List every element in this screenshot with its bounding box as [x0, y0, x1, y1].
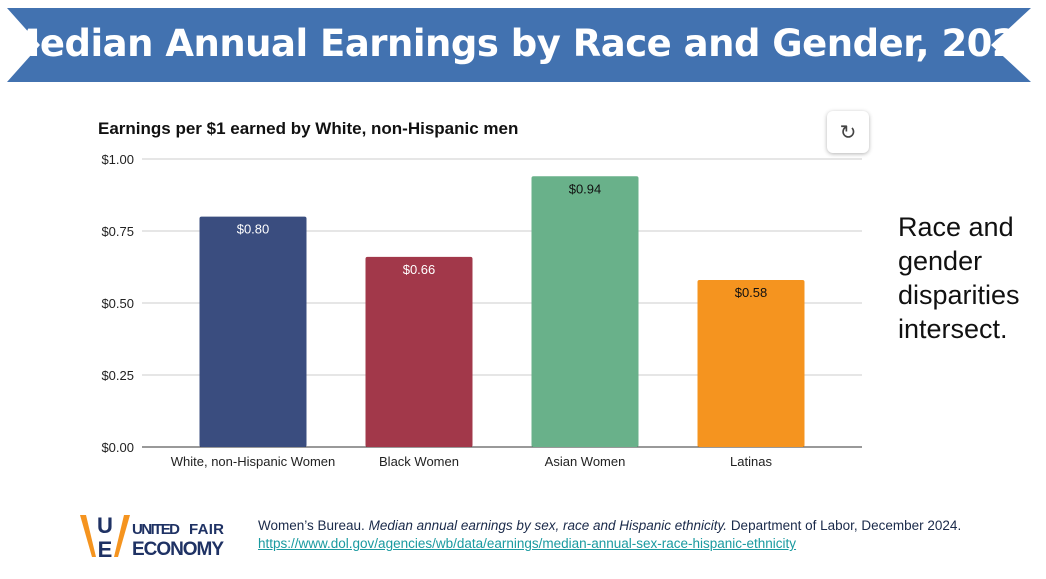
data-label: $0.80 [237, 222, 270, 237]
y-tick-label: $0.50 [101, 296, 134, 311]
y-tick-label: $0.00 [101, 440, 134, 455]
data-label: $0.94 [569, 181, 602, 196]
svg-text:ECONOMY: ECONOMY [132, 539, 224, 560]
side-note: Race and gender disparities intersect. [898, 212, 1020, 344]
chart-title: Earnings per $1 earned by White, non-His… [98, 119, 519, 138]
title-banner [7, 8, 1031, 82]
y-tick-label: $0.75 [101, 224, 134, 239]
source-citation: Women’s Bureau. Median annual earnings b… [258, 517, 961, 553]
data-label: $0.58 [735, 285, 768, 300]
bar [531, 176, 639, 447]
svg-text:UNITED: UNITED [132, 521, 180, 538]
svg-text:E: E [98, 537, 113, 561]
svg-text:FAIR: FAIR [189, 521, 224, 538]
source-title: Median annual earnings by sex, race and … [368, 518, 728, 533]
y-tick-label: $1.00 [101, 152, 134, 167]
x-tick-label: Asian Women [545, 454, 626, 469]
x-tick-label: Black Women [379, 454, 459, 469]
source-link[interactable]: https://www.dol.gov/agencies/wb/data/ear… [258, 536, 797, 551]
refresh-button[interactable]: ↻ [827, 111, 869, 153]
bar [199, 216, 307, 447]
x-tick-label: White, non-Hispanic Women [171, 454, 336, 469]
united-for-a-fair-economy-logo: U E UNITED FAIR ECONOMY [80, 513, 224, 561]
bar [365, 256, 473, 447]
source-author: Women’s Bureau. [258, 518, 365, 533]
data-label: $0.66 [403, 262, 436, 277]
y-tick-label: $0.25 [101, 368, 134, 383]
page-title: Median Annual Earnings by Race and Gende… [3, 22, 1043, 65]
svg-text:U: U [97, 513, 113, 538]
bar-chart: $0.00 $0.25 $0.50 $0.75 $1.00 $0.80 White, non… [101, 152, 862, 469]
source-publisher: Department of Labor, December 2024. [730, 518, 962, 533]
x-tick-label: Latinas [730, 454, 772, 469]
bar [697, 279, 805, 447]
refresh-icon: ↻ [839, 121, 857, 144]
